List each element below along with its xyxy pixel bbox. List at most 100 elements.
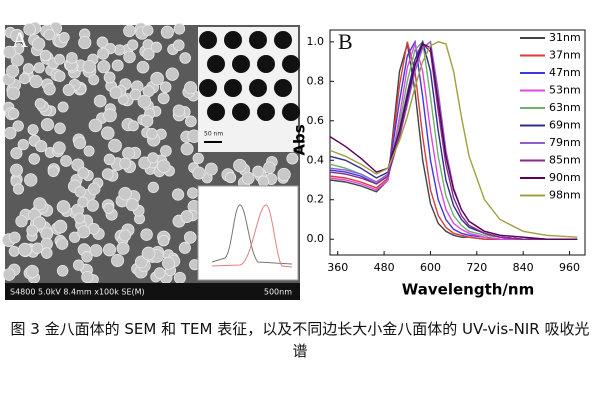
particle (68, 231, 81, 243)
spectrum-line (329, 41, 578, 238)
particle (103, 71, 116, 84)
tem-particle (199, 79, 217, 97)
particle (101, 126, 115, 140)
legend-label: 63nm (549, 101, 581, 114)
particle (192, 166, 206, 180)
particle (173, 271, 186, 284)
particle (119, 157, 132, 170)
particle (15, 215, 28, 228)
legend-label: 85nm (549, 154, 581, 167)
particle (53, 70, 66, 82)
particle (286, 152, 299, 165)
particle (8, 245, 20, 257)
info-text: S4800 5.0kV 8.4mm x100k SE(M) (10, 288, 145, 297)
y-axis-label: Abs (291, 124, 309, 155)
particle (10, 147, 23, 160)
particle (60, 155, 72, 167)
particle (101, 168, 114, 181)
caption: 图 3 金八面体的 SEM 和 TEM 表征，以及不同边长大小金八面体的 UV-… (10, 320, 590, 360)
particle (111, 59, 124, 72)
legend-label: 79nm (549, 136, 581, 149)
scale-text: 500nm (264, 288, 292, 297)
y-tick-label: 0.2 (307, 193, 325, 206)
particle (165, 67, 179, 81)
legend-label: 31nm (549, 31, 581, 44)
particle (39, 49, 52, 62)
tem-particle (224, 31, 242, 49)
particle (263, 161, 276, 174)
particle (102, 243, 117, 257)
particle (146, 127, 158, 140)
particles (1, 21, 299, 286)
particle (257, 175, 270, 187)
legend-label: 98nm (549, 189, 581, 202)
particle (183, 231, 197, 244)
legend-label: 53nm (549, 84, 581, 97)
tem-particle (274, 31, 292, 49)
legend-label: 47nm (549, 66, 581, 79)
spectrum-line (329, 41, 578, 240)
particle (28, 153, 40, 165)
x-tick-label: 720 (466, 261, 487, 274)
particle (77, 196, 89, 208)
particle (141, 246, 156, 261)
particle (72, 259, 85, 271)
particle (24, 173, 38, 187)
particle (8, 231, 21, 244)
particle (103, 108, 117, 123)
particle (73, 136, 87, 150)
inset-scale-text: 50 nm (204, 131, 223, 138)
particle (87, 182, 101, 196)
particle (52, 141, 66, 155)
particle (12, 120, 24, 132)
tem-particle (249, 31, 267, 49)
particle (108, 138, 122, 153)
particle (128, 120, 139, 132)
particle (252, 165, 264, 178)
tem-particle (249, 79, 267, 97)
particle (241, 171, 255, 185)
particle (127, 39, 139, 51)
particle (88, 118, 103, 133)
particle (136, 60, 150, 74)
particle (86, 199, 99, 212)
particle (25, 264, 39, 279)
particle (32, 216, 47, 230)
particle (83, 145, 95, 157)
particle (140, 228, 153, 241)
particle (119, 229, 132, 242)
legend-label: 37nm (549, 49, 581, 62)
particle (81, 251, 93, 263)
particle (122, 146, 136, 160)
particle (53, 219, 68, 234)
particle (142, 24, 154, 37)
particle (157, 92, 170, 105)
particle (74, 186, 86, 198)
tem-particle (257, 55, 275, 73)
particle (43, 28, 56, 41)
particle (56, 265, 69, 277)
particle (147, 181, 159, 194)
particle (123, 50, 136, 64)
particle (118, 186, 132, 201)
particle (82, 59, 96, 74)
tem-particle (274, 79, 292, 97)
spectrum-line (329, 42, 578, 240)
particle (33, 197, 47, 211)
particle (57, 101, 69, 113)
particle (3, 45, 16, 59)
particle (150, 41, 162, 53)
particle (77, 225, 91, 239)
particle (103, 153, 116, 166)
figure: 50 nm S4800 5.0kV 8.4mm x100k SE(M) 500n… (1, 21, 586, 300)
particle (125, 198, 139, 212)
particle (137, 94, 152, 109)
particle (55, 237, 69, 250)
x-tick-label: 960 (559, 261, 580, 274)
particle (157, 159, 171, 173)
particle (138, 156, 152, 170)
y-tick-label: 1.0 (307, 35, 325, 48)
particle (18, 72, 31, 85)
particle (22, 63, 34, 75)
